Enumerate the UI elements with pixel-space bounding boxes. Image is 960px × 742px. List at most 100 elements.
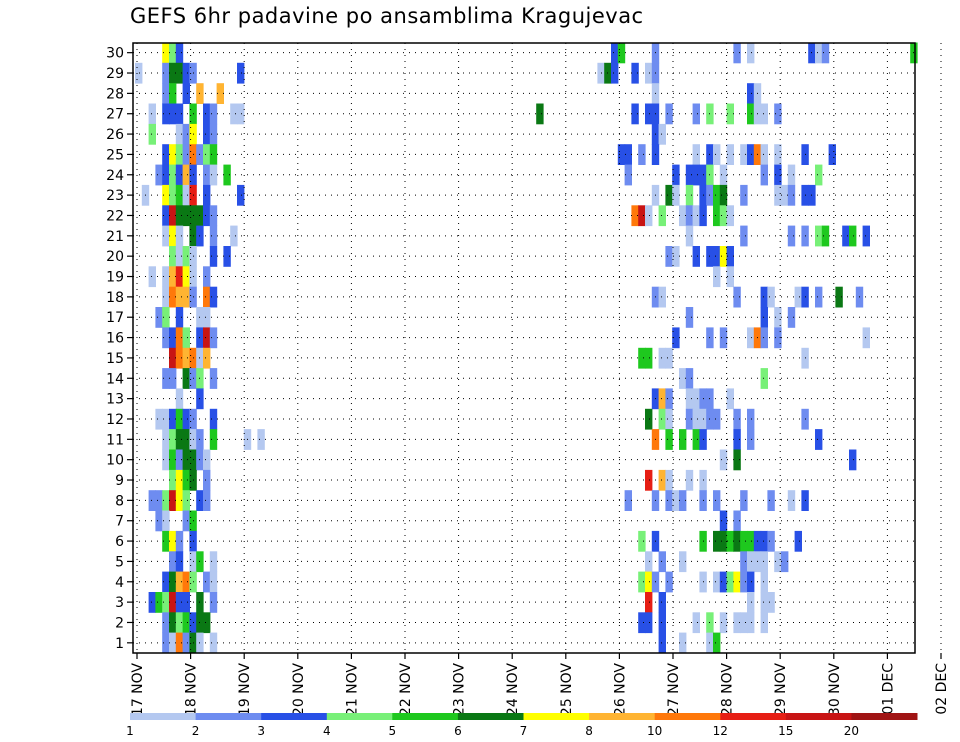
heatmap-cell	[692, 164, 700, 186]
heatmap-cell	[148, 592, 156, 613]
heatmap-cell	[162, 164, 170, 186]
heatmap-cell	[665, 408, 673, 430]
heatmap-cell	[237, 184, 245, 206]
heatmap-cell	[679, 429, 687, 450]
x-tick-label: 18 NOV	[184, 663, 200, 717]
heatmap-cell	[821, 225, 830, 247]
heatmap-cell	[740, 184, 748, 206]
y-tick-label: 22	[106, 208, 124, 224]
heatmap-cell	[175, 62, 184, 84]
y-tick-label: 15	[106, 351, 124, 367]
heatmap-cell	[209, 164, 218, 186]
heatmap-cell	[679, 205, 687, 227]
heatmap-cell	[203, 449, 211, 471]
heatmap-cell	[685, 164, 694, 186]
y-tick-label: 8	[115, 493, 124, 509]
heatmap-cell	[223, 246, 231, 267]
y-tick-label: 26	[106, 127, 124, 143]
heatmap-cell	[175, 307, 184, 328]
heatmap-cell	[733, 530, 741, 552]
heatmap-cell	[223, 164, 231, 186]
heatmap-cell	[203, 347, 211, 369]
heatmap-cell	[726, 246, 734, 267]
heatmap-cell	[203, 266, 211, 288]
heatmap-cell	[162, 510, 170, 532]
colorbar-segment	[851, 713, 918, 720]
heatmap-cell	[815, 42, 823, 64]
heatmap-cell	[182, 164, 190, 186]
heatmap-cell	[760, 571, 768, 593]
heatmap-cell	[203, 327, 211, 349]
heatmap-cell	[209, 429, 218, 450]
heatmap-cell	[740, 551, 748, 573]
heatmap-cell	[787, 490, 796, 511]
heatmap-cell	[148, 266, 156, 288]
heatmap-cell	[162, 307, 170, 328]
heatmap-cell	[182, 286, 190, 308]
heatmap-cell	[713, 246, 721, 267]
y-tick-label: 19	[106, 270, 124, 286]
heatmap-cell	[733, 408, 741, 430]
y-tick-label: 11	[106, 432, 124, 448]
heatmap-cell	[209, 368, 218, 389]
heatmap-cell	[169, 266, 177, 288]
colorbar-label: 6	[454, 724, 462, 738]
heatmap-cell	[747, 42, 755, 64]
heatmap-cell	[155, 490, 163, 511]
heatmap-cell	[733, 286, 741, 308]
heatmap-cell	[638, 144, 646, 165]
heatmap-cell	[175, 429, 184, 450]
heatmap-cell	[747, 530, 755, 552]
heatmap-cell	[645, 347, 653, 369]
heatmap-cell	[162, 266, 170, 288]
heatmap-cell	[665, 469, 673, 491]
heatmap-cell	[175, 164, 184, 186]
heatmap-cell	[685, 469, 694, 491]
heatmap-cell	[203, 612, 211, 634]
y-tick-label: 18	[106, 290, 124, 306]
y-tick-label: 10	[106, 453, 124, 469]
heatmap-cell	[692, 103, 700, 125]
colorbar-label: 12	[713, 724, 728, 738]
heatmap-cell	[209, 408, 218, 430]
heatmap-cell	[862, 327, 870, 349]
heatmap-cell	[169, 246, 177, 267]
heatmap-cell	[726, 530, 734, 552]
heatmap-cell	[209, 592, 218, 613]
heatmap-cell	[617, 144, 626, 165]
heatmap-cell	[665, 103, 673, 125]
heatmap-cell	[692, 408, 700, 430]
colorbar-segment	[130, 713, 197, 720]
heatmap-cell	[658, 632, 666, 654]
heatmap-cell	[148, 490, 156, 511]
heatmap-cell	[665, 571, 673, 593]
heatmap-cell	[679, 490, 687, 511]
heatmap-cell	[760, 530, 768, 552]
heatmap-cell	[182, 184, 190, 206]
heatmap-cell	[175, 612, 184, 634]
y-tick-label: 25	[106, 147, 124, 163]
heatmap-cell	[713, 408, 721, 430]
heatmap-cell	[849, 225, 857, 247]
heatmap-cell	[175, 42, 184, 64]
heatmap-cell	[821, 42, 830, 64]
heatmap-cell	[747, 429, 755, 450]
heatmap-cell	[685, 205, 694, 227]
heatmap-cell	[645, 592, 653, 613]
heatmap-cell	[611, 62, 619, 84]
x-tick-label: 20 NOV	[291, 663, 307, 717]
x-tick-label: 01 DEC	[880, 663, 896, 715]
y-tick-label: 23	[106, 188, 124, 204]
heatmap-cell	[203, 307, 211, 328]
heatmap-cell	[203, 103, 211, 125]
colorbar-segment	[195, 713, 262, 720]
heatmap-cell	[747, 551, 755, 573]
heatmap-cell	[774, 164, 782, 186]
heatmap-cell	[631, 62, 639, 84]
y-tick-label: 16	[106, 331, 124, 347]
heatmap-cell	[767, 592, 775, 613]
x-tick-label: 24 NOV	[505, 663, 521, 717]
heatmap-cell	[203, 490, 211, 511]
heatmap-cell	[685, 368, 694, 389]
